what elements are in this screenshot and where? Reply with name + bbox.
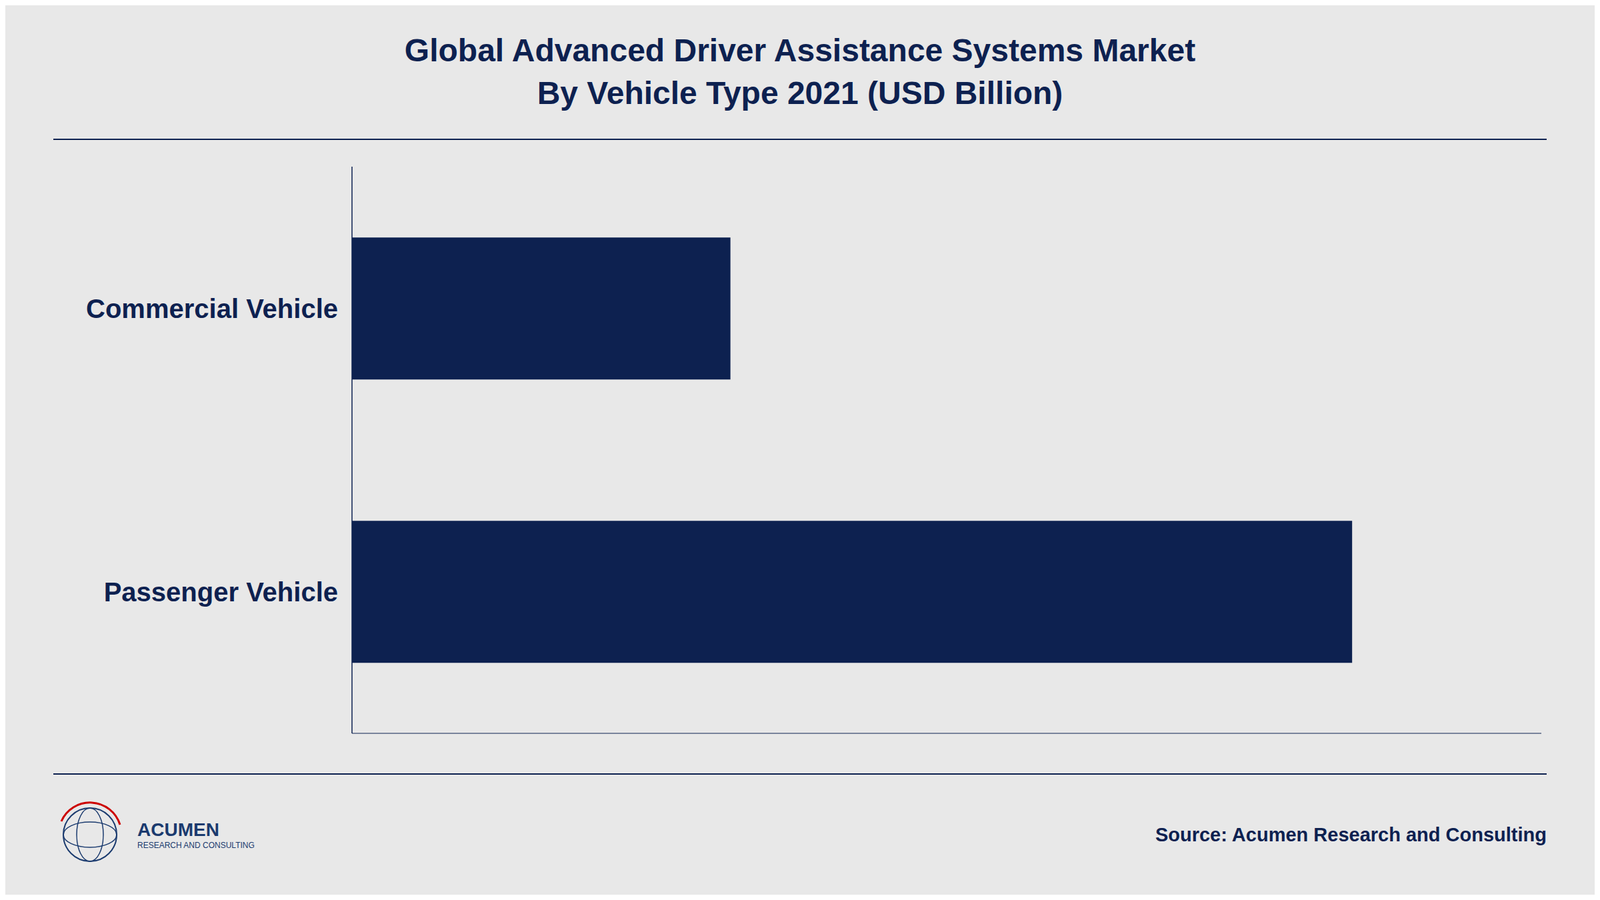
svg-text:Commercial Vehicle: Commercial Vehicle [86, 294, 338, 324]
html-text:RESEARCH AND CONSULTING: RESEARCH AND CONSULTING [137, 840, 255, 850]
html-text:Source: Acumen Research and Co: Source: Acumen Research and Consulting [1155, 823, 1547, 845]
html-text:ACUMEN: ACUMEN [137, 819, 220, 840]
html-text:Global Advanced Driver Assista: Global Advanced Driver Assistance System… [404, 32, 1196, 68]
html-text:By Vehicle Type 2021 (USD Bill: By Vehicle Type 2021 (USD Billion) [537, 75, 1063, 111]
svg-text:Passenger Vehicle: Passenger Vehicle [104, 577, 338, 607]
